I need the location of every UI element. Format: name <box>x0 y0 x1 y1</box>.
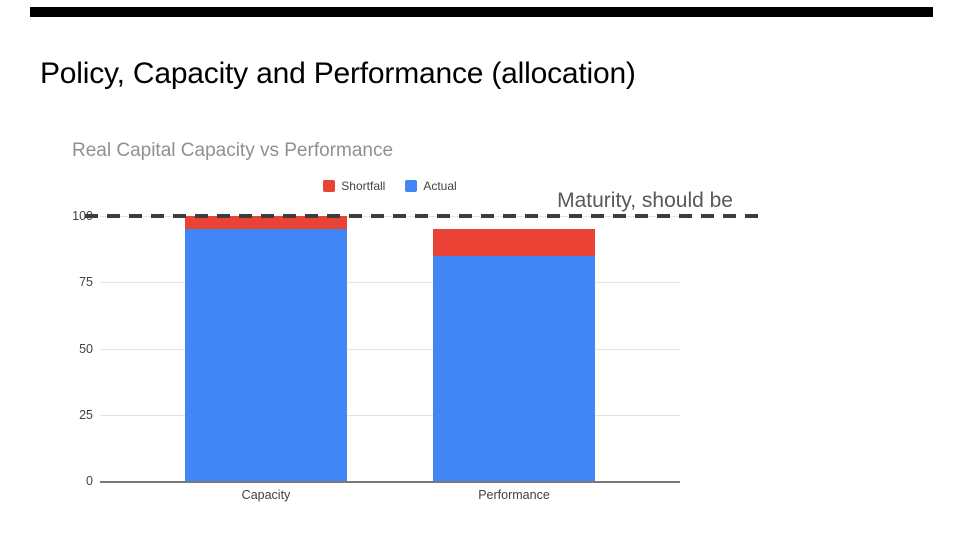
chart-frame[interactable]: Real Capital Capacity vs Performance Sho… <box>60 128 762 513</box>
gridline-50 <box>100 348 680 350</box>
bar-segment-actual-capacity <box>185 229 347 481</box>
legend-swatch-actual <box>405 180 418 192</box>
bar-segment-shortfall-performance <box>433 229 595 256</box>
plot-area <box>100 216 680 483</box>
bar-segment-actual-performance <box>433 255 595 481</box>
legend-swatch-shortfall <box>323 180 336 192</box>
x-axis-label-performance: Performance <box>478 488 550 502</box>
y-axis-tick-label: 75 <box>79 275 93 290</box>
y-axis-tick-label: 100 <box>72 209 93 223</box>
slide-title[interactable]: Policy, Capacity and Performance (alloca… <box>40 57 636 90</box>
chart-title: Real Capital Capacity vs Performance <box>72 140 394 161</box>
legend-label: Shortfall <box>341 179 386 193</box>
y-axis-tick-label: 0 <box>86 474 93 488</box>
gridline-75 <box>100 282 680 284</box>
maturity-annotation-label: Maturity, should be <box>557 189 733 212</box>
gridline-25 <box>100 414 680 416</box>
target-dashed-line <box>85 214 762 218</box>
legend-label: Actual <box>423 179 457 193</box>
legend-item-shortfall: Shortfall <box>323 179 385 193</box>
y-axis-tick-label: 50 <box>79 341 93 356</box>
x-axis-label-capacity: Capacity <box>241 488 291 502</box>
legend-item-actual: Actual <box>405 179 457 193</box>
chart-legend: Shortfall Actual <box>100 178 680 194</box>
bar-segment-shortfall-capacity <box>185 216 347 230</box>
bar-stack-performance <box>433 229 595 481</box>
y-axis-tick-label: 25 <box>79 407 93 422</box>
bar-stack-capacity <box>185 216 347 481</box>
top-divider-bar <box>30 7 933 17</box>
